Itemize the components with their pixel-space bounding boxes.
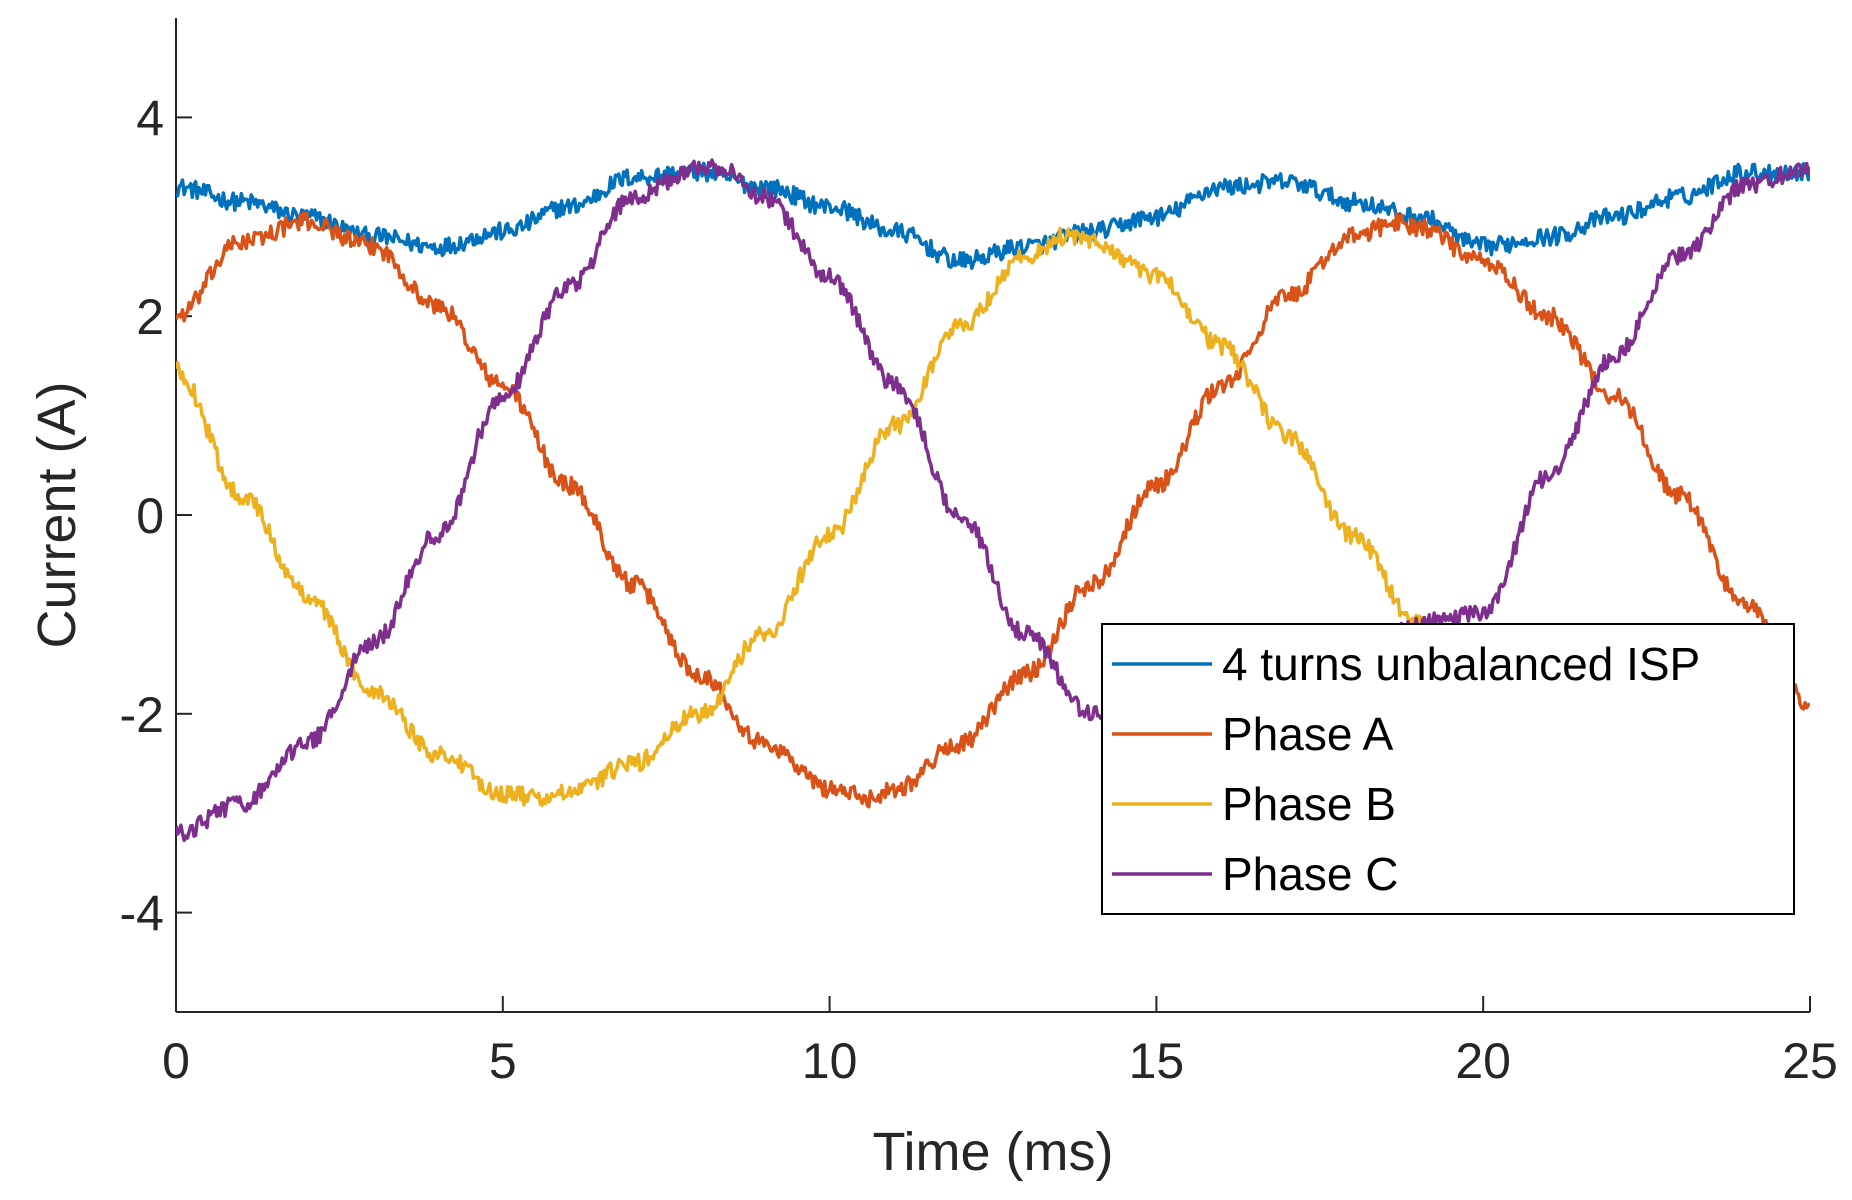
y-tick-label: 2 [136, 289, 164, 345]
series-line-3 [176, 158, 1810, 843]
series-line-0 [176, 161, 1810, 270]
series-line-2 [176, 226, 1446, 808]
series-lines [176, 158, 1810, 843]
series-line-1 [176, 211, 1810, 809]
legend-label: Phase C [1222, 848, 1398, 900]
x-axis-title: Time (ms) [873, 1122, 1114, 1182]
y-tick-label: 4 [136, 90, 164, 146]
y-tick-label: -4 [120, 886, 164, 942]
x-tick-label: 20 [1455, 1033, 1511, 1089]
legend-box [1101, 623, 1795, 915]
x-ticks: 0 5 10 15 20 25 [162, 996, 1838, 1089]
x-tick-label: 15 [1129, 1033, 1185, 1089]
legend-label: Phase A [1222, 708, 1394, 760]
x-tick-label: 10 [802, 1033, 858, 1089]
y-ticks: -4 -2 0 2 4 [120, 90, 192, 942]
legend-label: Phase B [1222, 778, 1396, 830]
x-tick-label: 5 [489, 1033, 517, 1089]
y-tick-label: -2 [120, 687, 164, 743]
x-tick-label: 25 [1782, 1033, 1838, 1089]
x-tick-label: 0 [162, 1033, 190, 1089]
y-axis-title: Current (A) [27, 381, 87, 648]
legend-label: 4 turns unbalanced ISP [1222, 638, 1700, 690]
legend: 4 turns unbalanced ISP Phase A Phase B Phas… [1101, 623, 1795, 915]
y-tick-label: 0 [136, 488, 164, 544]
